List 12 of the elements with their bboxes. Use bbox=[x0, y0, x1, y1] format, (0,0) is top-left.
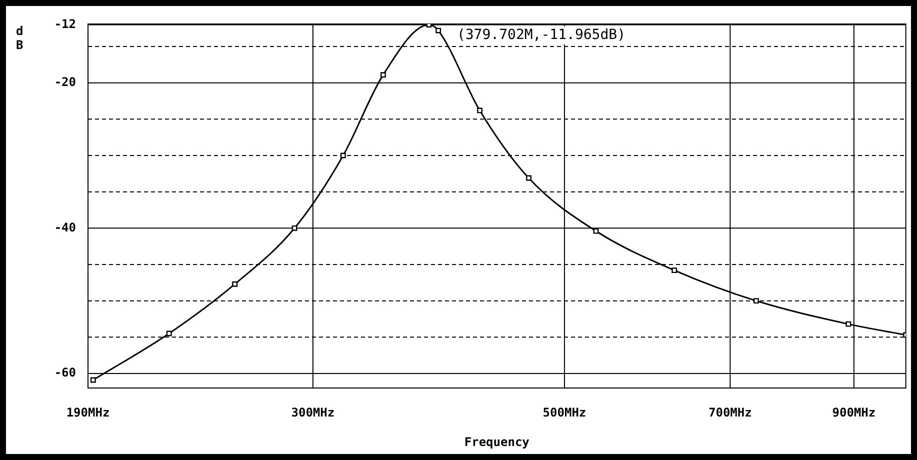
y-tick-label: -40 bbox=[54, 220, 76, 234]
y-axis-title: dB bbox=[16, 24, 24, 52]
x-tick-label: 190MHz bbox=[66, 405, 110, 420]
x-tick-label: 500MHz bbox=[542, 405, 586, 420]
x-axis-title: Frequency bbox=[464, 434, 530, 449]
y-tick-label: -12 bbox=[54, 16, 76, 31]
x-tick-label: 700MHz bbox=[708, 405, 752, 420]
x-tick-label: 900MHz bbox=[832, 405, 876, 420]
x-tick-label: 300MHz bbox=[291, 405, 335, 420]
annotation: (379.702M,-11.965dB) bbox=[456, 27, 626, 44]
y-tick-label: -60 bbox=[54, 366, 76, 380]
y-tick-label: -20 bbox=[54, 74, 76, 89]
